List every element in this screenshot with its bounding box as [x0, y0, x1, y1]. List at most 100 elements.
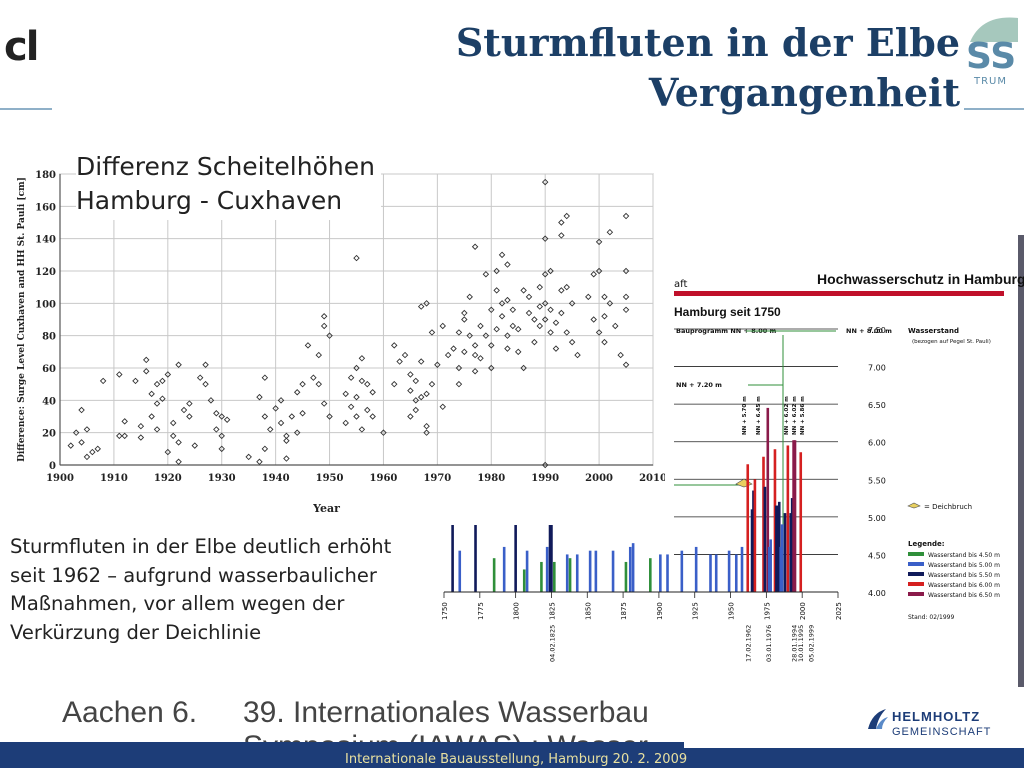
data-point	[304, 342, 312, 349]
header-rule-right	[964, 108, 1024, 110]
data-point	[148, 390, 155, 398]
data-point	[563, 283, 570, 291]
data-point	[498, 300, 506, 307]
flood-bar	[799, 452, 803, 592]
helmholtz-subtitle: GEMEINSCHAFT	[892, 726, 992, 738]
y-tick-label: 60	[42, 364, 56, 375]
flood-x-tick-label: 2025	[835, 602, 843, 620]
data-point	[617, 351, 624, 359]
flood-bar	[783, 513, 787, 592]
flood-y-tick-label: 5.00	[868, 514, 886, 523]
x-tick-label: 1980	[477, 473, 505, 484]
data-point	[461, 316, 468, 323]
data-point	[175, 439, 182, 446]
data-point	[169, 419, 177, 427]
data-point	[498, 313, 506, 320]
flood-annotation: NN + 6.45 m	[756, 396, 762, 435]
flood-annotation: NN + 5.70 m	[742, 396, 748, 435]
data-point	[299, 380, 306, 388]
data-point	[493, 287, 500, 294]
flood-bar	[680, 550, 684, 592]
flood-legend-swatch	[908, 572, 924, 576]
flood-legend-title: Legende:	[908, 540, 945, 548]
flood-bar	[753, 479, 757, 592]
flood-chart-subtitle: Hamburg seit 1750	[674, 305, 781, 319]
organization-logo-left: cl	[4, 24, 39, 70]
helmholtz-mark-icon	[868, 709, 888, 729]
y-tick-label: 180	[35, 170, 56, 181]
data-point	[461, 348, 468, 356]
x-tick-label: 2000	[585, 473, 613, 484]
data-point	[477, 355, 484, 362]
data-point	[612, 322, 619, 330]
flood-bar	[750, 509, 754, 592]
data-point	[326, 413, 333, 420]
data-point	[455, 364, 463, 372]
flood-x-tick-label: 1925	[692, 602, 700, 620]
flood-legend-swatch	[908, 562, 924, 566]
data-point	[256, 393, 263, 401]
data-point	[315, 351, 323, 359]
flood-x-tick-label: 1875	[620, 602, 628, 620]
data-point	[407, 387, 414, 394]
data-point	[606, 228, 614, 236]
y-tick-label: 140	[35, 235, 56, 246]
x-tick-label: 1990	[531, 473, 559, 484]
flood-bar	[786, 445, 790, 592]
data-point	[536, 322, 544, 330]
flood-bar	[766, 407, 770, 592]
flood-chart-status: Stand: 02/1999	[908, 614, 954, 621]
flood-bar	[792, 440, 795, 592]
data-point	[186, 413, 193, 420]
flood-bar	[568, 558, 572, 592]
flood-bar	[540, 561, 543, 592]
data-point	[283, 455, 290, 462]
data-point	[283, 437, 290, 444]
data-point	[504, 332, 511, 339]
flood-annotation: NN + 8.00 m	[846, 327, 892, 335]
flood-chart-background	[674, 235, 1024, 687]
helmholtz-name: HELMHOLTZ	[892, 709, 981, 724]
flood-legend-swatch	[908, 592, 924, 596]
flood-bar	[763, 486, 767, 592]
data-point	[121, 418, 128, 425]
data-point	[137, 422, 145, 430]
flood-legend-label: Wasserstand bis 6.00 m	[928, 582, 1000, 589]
data-point	[504, 345, 511, 352]
data-point	[601, 313, 608, 320]
data-point	[568, 300, 576, 307]
data-point	[353, 413, 360, 420]
data-point	[143, 367, 150, 375]
flood-bar	[514, 525, 517, 592]
flood-annotation: NN + 5.86 m	[800, 396, 806, 435]
flood-bar	[550, 525, 553, 592]
legend-dike-breach-icon	[907, 502, 921, 509]
data-point	[477, 322, 484, 330]
y-tick-label: 20	[42, 429, 56, 440]
data-point	[412, 406, 420, 414]
data-point	[342, 419, 349, 427]
data-point	[94, 445, 101, 453]
data-point	[547, 329, 554, 336]
data-point	[261, 413, 269, 420]
data-point	[310, 374, 317, 381]
data-point	[358, 426, 366, 433]
x-tick-label: 1920	[154, 473, 182, 484]
data-point	[83, 453, 91, 461]
x-tick-label: 1910	[100, 473, 128, 484]
data-point	[164, 448, 172, 456]
flood-x-tick-label: 1775	[477, 602, 485, 620]
data-point	[471, 342, 479, 349]
helmholtz-logo: HELMHOLTZ GEMEINSCHAFT	[864, 703, 990, 743]
data-point	[558, 232, 565, 239]
data-point	[563, 329, 570, 336]
data-point	[471, 243, 479, 250]
data-point	[601, 338, 608, 346]
x-tick-label: 2010	[639, 473, 665, 484]
flood-bar	[773, 449, 777, 592]
data-point	[466, 332, 473, 339]
data-point	[525, 293, 533, 301]
footer-strip-text: Internationale Bauausstellung, Hamburg 2…	[345, 752, 688, 767]
data-point	[585, 293, 592, 301]
data-point	[558, 309, 565, 317]
